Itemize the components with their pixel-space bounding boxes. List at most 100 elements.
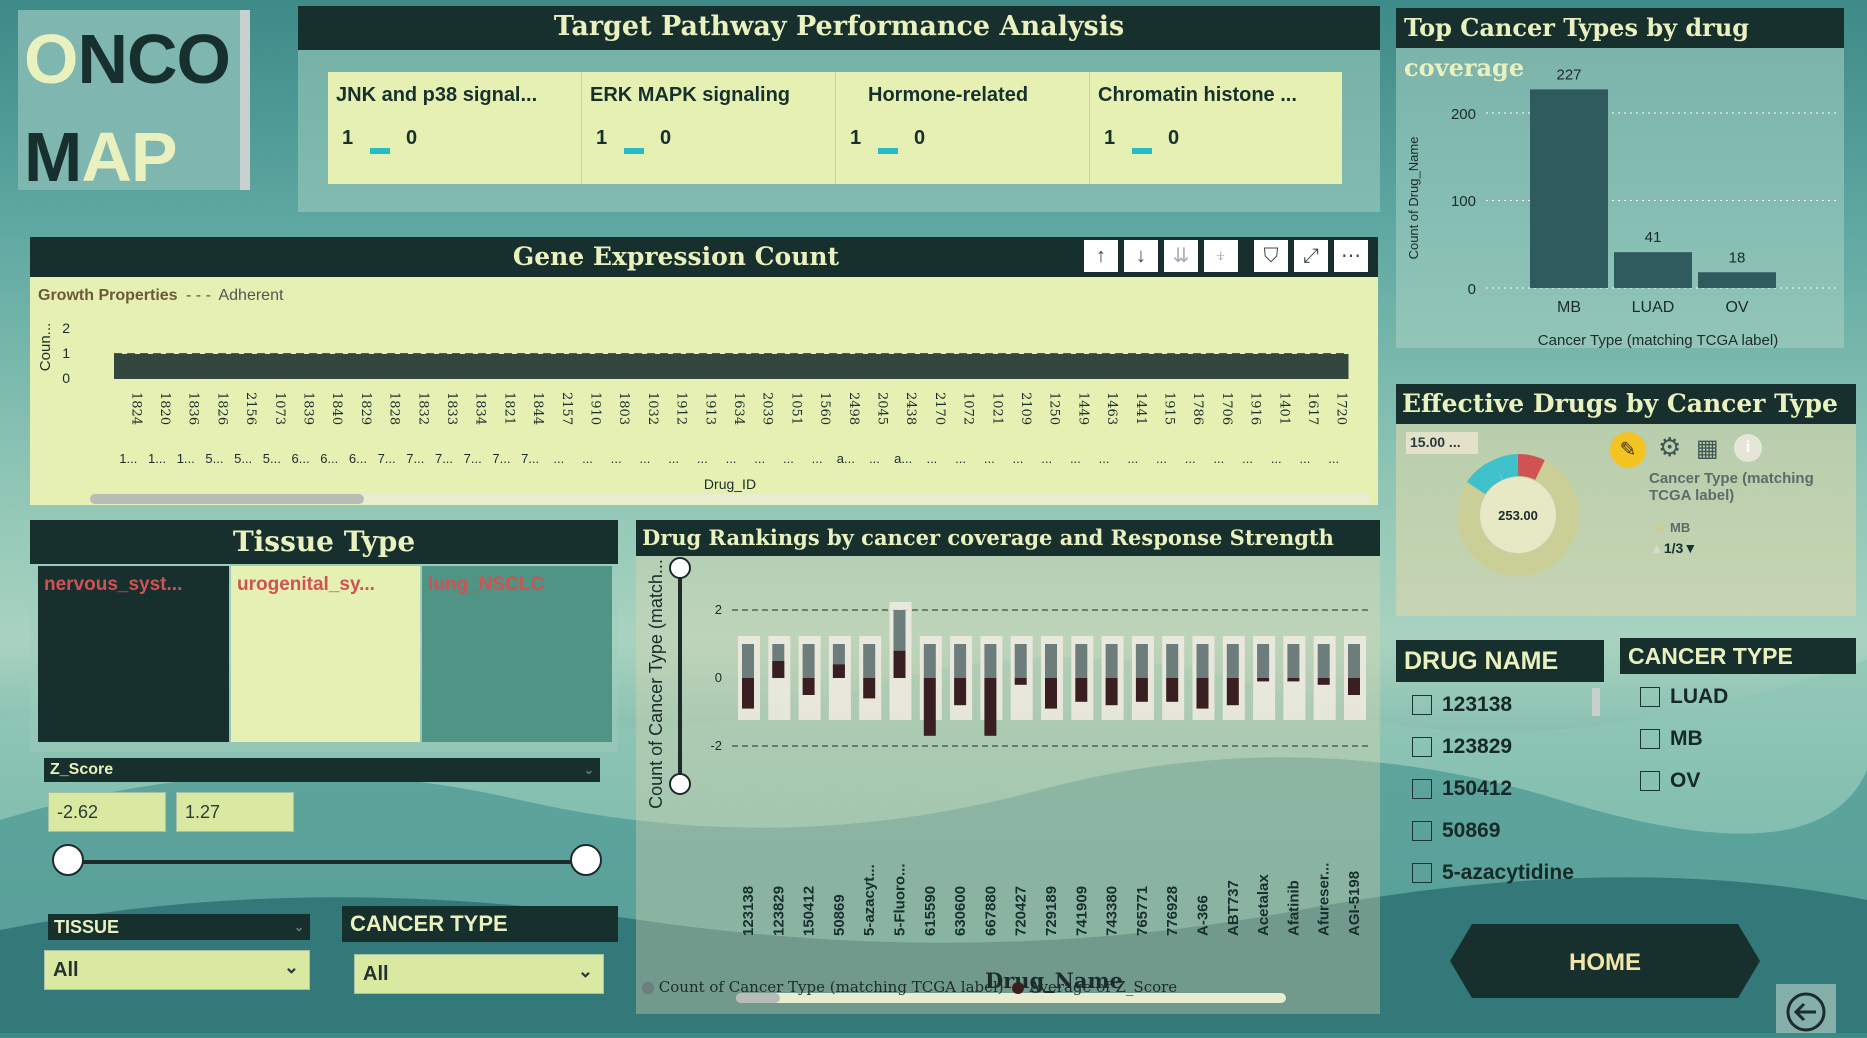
bar[interactable] xyxy=(893,650,906,678)
zoom-slider-handle-top[interactable] xyxy=(669,557,691,579)
bar[interactable] xyxy=(888,354,919,379)
bar[interactable] xyxy=(630,354,660,379)
bar[interactable] xyxy=(1118,354,1148,379)
bar[interactable] xyxy=(1319,354,1349,379)
bar[interactable] xyxy=(1257,644,1270,678)
sort-up-icon[interactable]: ↑ xyxy=(1084,240,1118,272)
bar[interactable] xyxy=(400,354,431,379)
legend-item[interactable]: Count of Cancer Type (matching TCGA labe… xyxy=(658,978,1004,996)
bar[interactable] xyxy=(1105,644,1118,678)
scrollbar-thumb[interactable] xyxy=(90,494,364,504)
slider-track[interactable] xyxy=(72,860,590,864)
bar[interactable] xyxy=(429,354,459,379)
bar[interactable] xyxy=(923,678,936,736)
bar[interactable] xyxy=(1257,678,1270,682)
bar[interactable] xyxy=(487,354,517,379)
tissue-dropdown[interactable]: All ⌄ xyxy=(44,950,310,990)
bar[interactable] xyxy=(1014,644,1027,678)
info-icon[interactable]: i xyxy=(1734,434,1762,462)
bar[interactable] xyxy=(1061,354,1091,379)
bar[interactable] xyxy=(1105,678,1118,706)
bar[interactable] xyxy=(1204,354,1234,379)
treemap-tile[interactable]: nervous_syst... xyxy=(38,566,229,742)
bar[interactable] xyxy=(954,678,967,706)
bar[interactable] xyxy=(228,354,258,379)
legend-item[interactable]: Average of Z_Score xyxy=(1029,978,1178,996)
bar[interactable] xyxy=(544,354,574,379)
bar[interactable] xyxy=(1287,678,1300,682)
treemap-tile[interactable]: lung_NSCLC xyxy=(422,566,612,742)
bar[interactable] xyxy=(372,354,402,379)
slicer-scrollbar[interactable] xyxy=(1592,688,1600,716)
bar[interactable] xyxy=(863,644,876,678)
home-button[interactable]: HOME xyxy=(1450,924,1760,998)
bar[interactable] xyxy=(1089,354,1119,379)
kpi-card[interactable]: JNK and p38 signal... 1 0 xyxy=(328,72,582,184)
treemap-tile[interactable]: urogenital_sy... xyxy=(231,566,420,742)
checkbox[interactable] xyxy=(1412,737,1432,757)
bar[interactable] xyxy=(515,354,545,379)
bar[interactable] xyxy=(946,354,976,379)
pager-next-icon[interactable]: ▼ xyxy=(1683,540,1698,556)
slicer-item[interactable]: 50869 xyxy=(1412,810,1574,852)
bar[interactable] xyxy=(601,354,632,379)
bar[interactable] xyxy=(1166,644,1179,678)
more-options-icon[interactable]: ⋯ xyxy=(1334,240,1368,272)
checkbox[interactable] xyxy=(1640,729,1660,749)
checkbox[interactable] xyxy=(1412,821,1432,841)
slicer-item[interactable]: MB xyxy=(1640,718,1728,760)
bar[interactable] xyxy=(171,354,201,379)
cancer-dropdown[interactable]: All ⌄ xyxy=(354,954,604,994)
bar[interactable] xyxy=(802,354,832,379)
slider-handle-max[interactable] xyxy=(570,844,602,876)
kpi-card[interactable]: Chromatin histone ... 1 0 xyxy=(1090,72,1342,184)
bar[interactable] xyxy=(1045,678,1057,709)
bar[interactable] xyxy=(573,354,603,379)
table-icon[interactable]: ▦ xyxy=(1696,435,1719,462)
zscore-header[interactable]: Z_Score ⌄ xyxy=(44,758,600,782)
bar[interactable] xyxy=(1290,354,1320,379)
expand-hierarchy-icon[interactable]: ⍖ xyxy=(1204,240,1238,272)
bar[interactable] xyxy=(832,664,845,678)
back-arrow-icon[interactable] xyxy=(1776,984,1836,1033)
bar[interactable] xyxy=(1196,644,1209,678)
legend-pager[interactable]: ▲1/3▼ xyxy=(1650,540,1697,556)
bar[interactable] xyxy=(1032,354,1062,379)
bar[interactable] xyxy=(831,354,861,379)
bar[interactable] xyxy=(1135,644,1148,678)
tissue-filter-header[interactable]: TISSUE ⌄ xyxy=(48,914,310,940)
bar[interactable] xyxy=(1698,272,1776,288)
zoom-slider-track[interactable] xyxy=(678,566,682,786)
bar[interactable] xyxy=(917,354,947,379)
focus-mode-icon[interactable]: ⤢ xyxy=(1294,240,1328,272)
bar[interactable] xyxy=(1226,678,1239,706)
bar[interactable] xyxy=(1261,354,1292,379)
bar[interactable] xyxy=(1166,678,1179,702)
checkbox[interactable] xyxy=(1640,687,1660,707)
slicer-item[interactable]: 150412 xyxy=(1412,768,1574,810)
zoom-slider-handle-bottom[interactable] xyxy=(669,773,691,795)
bar[interactable] xyxy=(742,678,754,709)
checkbox[interactable] xyxy=(1412,863,1432,883)
bar[interactable] xyxy=(1287,644,1300,678)
bar[interactable] xyxy=(1348,644,1360,678)
bar[interactable] xyxy=(257,354,287,379)
kpi-card[interactable]: ERK MAPK signaling 1 0 xyxy=(582,72,836,184)
filter-icon[interactable]: ⛉ xyxy=(1254,240,1288,272)
pager-prev-icon[interactable]: ▲ xyxy=(1650,540,1664,556)
bar[interactable] xyxy=(1348,678,1360,695)
bar[interactable] xyxy=(954,644,967,678)
bar[interactable] xyxy=(802,678,815,695)
drill-down-icon[interactable]: ⇊ xyxy=(1164,240,1198,272)
bar[interactable] xyxy=(974,354,1005,379)
bar[interactable] xyxy=(142,354,172,379)
edit-icon[interactable]: ✎ xyxy=(1610,432,1646,468)
bar[interactable] xyxy=(1003,354,1033,379)
bar[interactable] xyxy=(659,354,689,379)
bar[interactable] xyxy=(343,354,373,379)
bar[interactable] xyxy=(802,644,815,678)
bar[interactable] xyxy=(1014,678,1027,685)
bar[interactable] xyxy=(1175,354,1206,379)
slicer-item[interactable]: 5-azacytidine xyxy=(1412,852,1574,894)
sort-down-icon[interactable]: ↓ xyxy=(1124,240,1158,272)
